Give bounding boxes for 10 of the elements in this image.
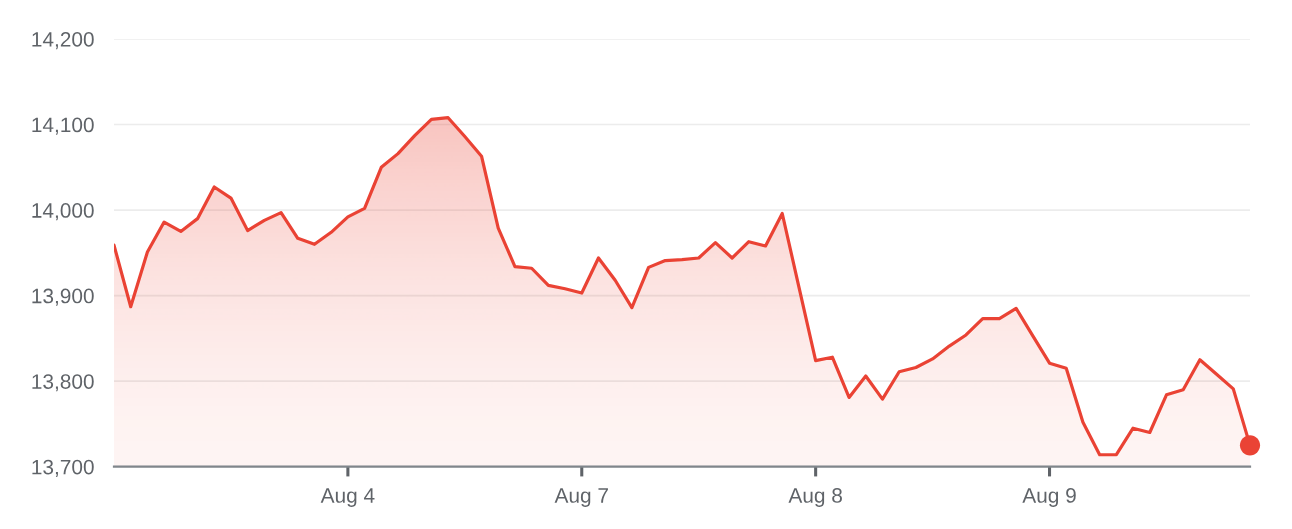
x-tick-label: Aug 7 bbox=[554, 488, 608, 507]
y-tick-label: 14,200 bbox=[32, 32, 94, 50]
y-tick-label: 13,700 bbox=[32, 459, 94, 477]
x-tick-label: Aug 8 bbox=[788, 488, 842, 507]
y-tick-label: 14,000 bbox=[32, 203, 94, 221]
x-tick-label: Aug 9 bbox=[1022, 488, 1076, 507]
y-tick-label: 13,800 bbox=[32, 374, 94, 392]
y-tick-label: 13,900 bbox=[32, 288, 94, 306]
y-tick-label: 14,100 bbox=[32, 117, 94, 135]
x-tick-label: Aug 4 bbox=[320, 488, 375, 507]
